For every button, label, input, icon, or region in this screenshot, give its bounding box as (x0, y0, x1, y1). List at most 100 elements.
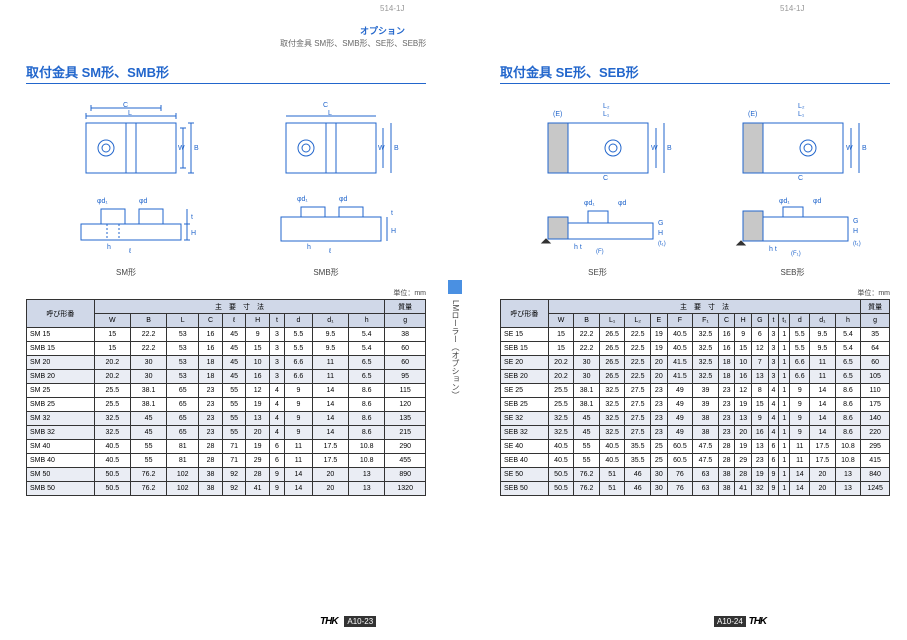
left-diagrams: L C W B φd₁ φd t H h (26, 98, 426, 278)
svg-text:H: H (658, 230, 663, 237)
svg-text:φd₁: φd₁ (297, 196, 308, 203)
right-pagenum: A10-24 (714, 616, 746, 627)
svg-text:ℓ: ℓ (128, 248, 132, 255)
smb-label: SMB形 (313, 267, 338, 278)
header-subtitle: 取付金具 SM形、SMB形、SE形、SEB形 (280, 38, 426, 49)
seb-side-diagram: φd₁ φd G H (t₁) h t (F₁) (713, 189, 873, 259)
table-row: SEB 4040.55540.535.52560.547.52829236111… (501, 454, 890, 468)
svg-text:B: B (667, 145, 672, 152)
svg-text:L₁: L₁ (603, 111, 610, 118)
svg-text:W: W (378, 145, 385, 152)
sm-side-diagram: φd₁ φd t H h ℓ (51, 189, 201, 259)
left-title: 取付金具 SM形、SMB形 (26, 62, 426, 84)
svg-text:H: H (191, 230, 196, 237)
svg-text:L: L (128, 110, 132, 117)
svg-text:(E): (E) (748, 111, 757, 118)
svg-text:φd: φd (813, 198, 822, 205)
table-row: SEB 2525.538.132.527.5234939231915419148… (501, 398, 890, 412)
svg-text:φd: φd (139, 198, 148, 205)
page-id-right: 514-1J (780, 4, 804, 13)
svg-text:W: W (178, 145, 185, 152)
table-row: SMB 4040.5558128712961117.510.8455 (27, 454, 426, 468)
table-row: SMB 5050.576.210238924191420131320 (27, 482, 426, 496)
svg-text:ℓ: ℓ (328, 248, 332, 255)
svg-text:C: C (323, 102, 328, 109)
seb-top-diagram: (E) L₁ L₂ W B C (713, 98, 873, 183)
table-row: SE 3232.54532.527.523493823139419148.614… (501, 412, 890, 426)
svg-text:B: B (862, 145, 867, 152)
svg-text:t: t (391, 210, 393, 217)
left-pagenum: AA10-2310-23 (344, 616, 376, 627)
svg-text:φd₁: φd₁ (779, 198, 790, 205)
table-row: SMB 3232.5456523552049148.6215 (27, 426, 426, 440)
svg-text:φd: φd (618, 200, 627, 207)
svg-text:H: H (391, 228, 396, 235)
se-top-diagram: (E) L₁ L₂ W B C (518, 98, 678, 183)
se-label: SE形 (588, 267, 607, 278)
svg-text:L₂: L₂ (798, 103, 805, 110)
svg-text:φd: φd (339, 196, 348, 203)
table-row: SEB 2020.23026.522.52041.532.5181613316.… (501, 370, 890, 384)
thk-logo-right: THK (749, 616, 767, 627)
svg-text:L₂: L₂ (603, 103, 610, 110)
svg-text:C: C (123, 102, 128, 109)
svg-text:L: L (328, 110, 332, 117)
svg-text:L₁: L₁ (798, 111, 805, 118)
table-row: SM 151522.2531645935.59.55.438 (27, 328, 426, 342)
svg-text:(t₁): (t₁) (658, 241, 666, 247)
svg-text:φd₁: φd₁ (584, 200, 595, 207)
table-row: SE 5050.576.2514630766338281991142013840 (501, 468, 890, 482)
table-row: SM 3232.5456523551349148.6135 (27, 412, 426, 426)
seb-label: SEB形 (780, 267, 804, 278)
svg-text:(E): (E) (553, 111, 562, 118)
table-row: SM 2020.2305318451036.6116.560 (27, 356, 426, 370)
table-row: SMB 2020.2305318451636.6116.595 (27, 370, 426, 384)
right-table: 呼び形番主 要 寸 法質量WBL₁L₂EFF₁CHGtt₁dd₁hgSE 151… (500, 299, 890, 496)
left-table: 呼び形番主 要 寸 法質量WBLCℓHtdd₁hgSM 151522.25316… (26, 299, 426, 496)
table-row: SMB 151522.25316451535.59.55.460 (27, 342, 426, 356)
smb-side-diagram: φd₁ φd t H h ℓ (251, 189, 401, 259)
svg-text:h t: h t (574, 244, 582, 251)
right-unit: 単位：mm (500, 288, 890, 298)
svg-text:(F₁): (F₁) (791, 251, 801, 257)
table-row: SEB 3232.54532.527.5234938232016419148.6… (501, 426, 890, 440)
side-text: LMローラー（オプション） (450, 300, 461, 399)
table-row: SM 5050.576.21023892289142013890 (27, 468, 426, 482)
thk-logo: THK (320, 616, 338, 627)
svg-text:G: G (853, 218, 858, 225)
left-unit: 単位：mm (26, 288, 426, 298)
table-row: SMB 2525.538.16523551949148.6120 (27, 398, 426, 412)
right-diagrams: (E) L₁ L₂ W B C φd₁ φd G H (t₁) h t (500, 98, 890, 278)
sm-label: SM形 (116, 267, 136, 278)
svg-text:C: C (603, 175, 608, 182)
svg-text:t: t (191, 214, 193, 221)
right-title: 取付金具 SE形、SEB形 (500, 62, 890, 84)
svg-text:(t₁): (t₁) (853, 241, 861, 247)
svg-text:φd₁: φd₁ (97, 198, 108, 205)
side-tab (448, 280, 462, 294)
svg-text:B: B (394, 145, 399, 152)
footer-right: A10-24 THK (710, 616, 766, 627)
table-row: SM 2525.538.16523551249148.6115 (27, 384, 426, 398)
svg-text:h t: h t (769, 246, 777, 253)
svg-text:(F): (F) (596, 249, 604, 255)
footer-left: THK AA10-2310-23 (320, 616, 376, 627)
header-option: オプション (360, 24, 405, 37)
table-row: SEB 5050.576.251463076633841329114201312… (501, 482, 890, 496)
sm-top-diagram: L C W B (51, 98, 201, 183)
svg-text:C: C (798, 175, 803, 182)
svg-text:h: h (307, 244, 311, 251)
svg-text:W: W (651, 145, 658, 152)
table-row: SE 2020.23026.522.52041.532.518107316.61… (501, 356, 890, 370)
table-row: SM 4040.5558128711961117.510.8290 (27, 440, 426, 454)
se-side-diagram: φd₁ φd G H (t₁) h t (F) (518, 189, 678, 259)
svg-text:W: W (846, 145, 853, 152)
left-panel: 取付金具 SM形、SMB形 L C W B (26, 62, 426, 496)
svg-text:B: B (194, 145, 199, 152)
table-row: SE 4040.55540.535.52560.547.528191361111… (501, 440, 890, 454)
table-row: SE 2525.538.132.527.523493923128419148.6… (501, 384, 890, 398)
svg-text:G: G (658, 220, 663, 227)
smb-top-diagram: L C W B (251, 98, 401, 183)
table-row: SEB 151522.226.522.51940.532.5161512315.… (501, 342, 890, 356)
table-row: SE 151522.226.522.51940.532.51696315.59.… (501, 328, 890, 342)
